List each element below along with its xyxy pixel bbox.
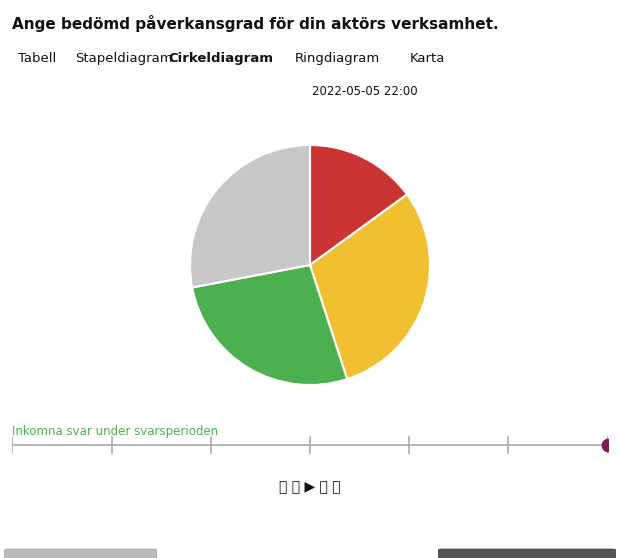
Wedge shape — [190, 145, 310, 287]
Wedge shape — [310, 145, 407, 265]
Wedge shape — [192, 265, 347, 385]
Wedge shape — [310, 195, 430, 379]
Text: Tabell: Tabell — [18, 52, 56, 65]
FancyBboxPatch shape — [438, 549, 616, 558]
Text: ⏮ ⏪ ▶ ⏩ ⏭: ⏮ ⏪ ▶ ⏩ ⏭ — [279, 480, 341, 494]
Text: 2022-05-05 22:00: 2022-05-05 22:00 — [312, 85, 418, 98]
Text: Cirkeldiagram: Cirkeldiagram — [168, 52, 273, 65]
Text: Nästa svar  →: Nästa svar → — [525, 85, 605, 98]
Text: Ringdiagram: Ringdiagram — [295, 52, 380, 65]
Text: Inkomna svar under svarsperioden: Inkomna svar under svarsperioden — [12, 425, 218, 438]
Text: Karta: Karta — [410, 52, 445, 65]
FancyBboxPatch shape — [304, 80, 426, 103]
Text: ←  Föregående svar: ← Föregående svar — [15, 84, 131, 98]
Text: Ange bedömd påverkansgrad för din aktörs verksamhet.: Ange bedömd påverkansgrad för din aktörs… — [12, 15, 499, 32]
FancyBboxPatch shape — [5, 549, 156, 558]
Text: Svar begärt senast:: Svar begärt senast: — [169, 85, 300, 98]
Text: Stapeldiagram: Stapeldiagram — [75, 52, 172, 65]
